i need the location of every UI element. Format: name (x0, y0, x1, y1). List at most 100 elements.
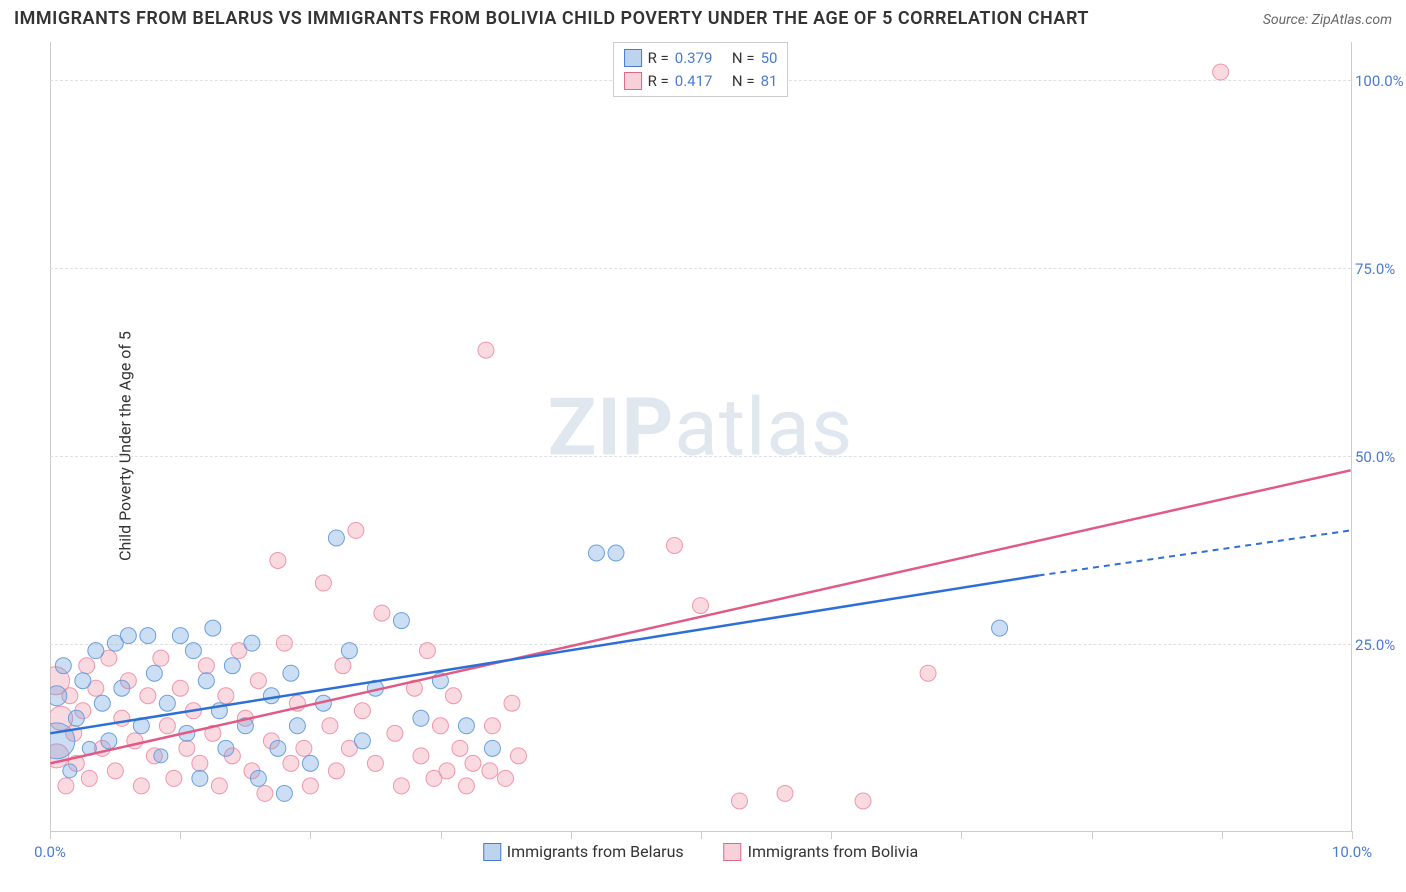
data-point (341, 643, 357, 659)
data-point (478, 342, 494, 358)
data-point (296, 740, 312, 756)
data-point (276, 635, 292, 651)
data-point (79, 658, 95, 674)
x-tick (441, 831, 442, 839)
data-point (81, 770, 97, 786)
legend-label-bolivia: Immigrants from Bolivia (748, 842, 919, 861)
trend-line-extrapolated (1039, 530, 1351, 575)
data-point (153, 650, 169, 666)
data-point (198, 673, 214, 689)
data-point (777, 785, 793, 801)
data-point (192, 755, 208, 771)
y-tick-label: 50.0% (1355, 448, 1405, 466)
data-point (920, 665, 936, 681)
data-point (50, 686, 67, 706)
data-point (497, 770, 513, 786)
data-point (335, 658, 351, 674)
data-point (270, 740, 286, 756)
x-tick (571, 831, 572, 839)
x-tick-label: 10.0% (1332, 843, 1372, 861)
data-point (374, 605, 390, 621)
data-point (992, 620, 1008, 636)
swatch-pink-icon (724, 843, 742, 861)
n-value-belarus: 50 (761, 47, 778, 70)
data-point (458, 718, 474, 734)
data-point (465, 755, 481, 771)
series-legend: Immigrants from Belarus Immigrants from … (473, 842, 928, 861)
data-point (328, 530, 344, 546)
trend-line (50, 470, 1350, 763)
data-point (75, 673, 91, 689)
data-point (315, 575, 331, 591)
data-point (328, 763, 344, 779)
data-point (484, 740, 500, 756)
data-point (120, 628, 136, 644)
data-point (289, 718, 305, 734)
data-point (263, 688, 279, 704)
data-point (179, 740, 195, 756)
data-point (159, 718, 175, 734)
data-point (101, 733, 117, 749)
data-point (218, 688, 234, 704)
data-point (63, 764, 77, 778)
data-point (276, 785, 292, 801)
legend-row-bolivia: R = 0.417 N = 81 (624, 70, 778, 93)
x-tick (310, 831, 311, 839)
data-point (387, 725, 403, 741)
data-point (133, 778, 149, 794)
r-value-belarus: 0.379 (675, 47, 713, 70)
x-tick (701, 831, 702, 839)
data-point (172, 680, 188, 696)
data-point (693, 598, 709, 614)
data-point (146, 665, 162, 681)
data-point (211, 778, 227, 794)
data-point (504, 695, 520, 711)
n-label: N = (732, 47, 755, 70)
data-point (482, 763, 498, 779)
data-point (667, 537, 683, 553)
data-point (198, 658, 214, 674)
x-tick (961, 831, 962, 839)
legend-item-bolivia: Immigrants from Bolivia (724, 842, 919, 861)
data-point (283, 665, 299, 681)
data-point (55, 658, 71, 674)
data-point (88, 643, 104, 659)
data-point (419, 643, 435, 659)
data-point (205, 620, 221, 636)
data-point (192, 770, 208, 786)
r-label: R = (648, 70, 669, 93)
x-tick (831, 831, 832, 839)
data-point (68, 710, 84, 726)
data-point (322, 718, 338, 734)
data-point (302, 778, 318, 794)
data-point (107, 763, 123, 779)
source-attribution: Source: ZipAtlas.com (1263, 12, 1392, 28)
data-point (58, 778, 74, 794)
legend-item-belarus: Immigrants from Belarus (483, 842, 684, 861)
y-tick-label: 75.0% (1355, 260, 1405, 278)
x-tick (50, 831, 51, 839)
swatch-blue-icon (483, 843, 501, 861)
data-point (166, 770, 182, 786)
correlation-legend: R = 0.379 N = 50 R = 0.417 N = 81 (613, 42, 789, 97)
data-point (354, 703, 370, 719)
data-point (270, 552, 286, 568)
legend-label-belarus: Immigrants from Belarus (507, 842, 684, 861)
x-tick-label: 0.0% (34, 843, 66, 861)
swatch-pink-icon (624, 72, 642, 90)
x-tick (1352, 831, 1353, 839)
data-point (484, 718, 500, 734)
x-tick (180, 831, 181, 839)
data-point (367, 755, 383, 771)
y-tick-label: 25.0% (1355, 636, 1405, 654)
data-point (250, 770, 266, 786)
legend-row-belarus: R = 0.379 N = 50 (624, 47, 778, 70)
data-point (159, 695, 175, 711)
n-value-bolivia: 81 (761, 70, 778, 93)
data-point (393, 613, 409, 629)
data-point (218, 740, 234, 756)
y-tick-label: 100.0% (1355, 72, 1405, 90)
scatter-plot (50, 42, 1351, 831)
data-point (154, 749, 168, 763)
data-point (283, 755, 299, 771)
